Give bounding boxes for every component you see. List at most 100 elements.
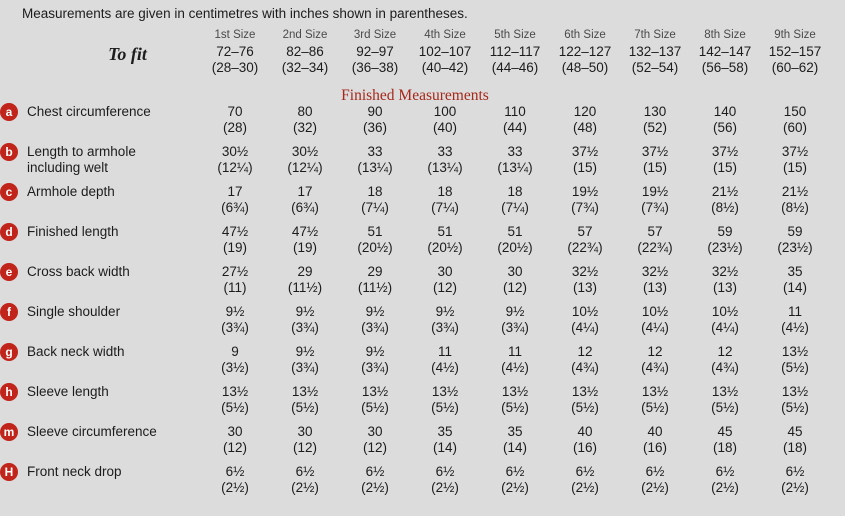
value-inches: (44–46) (491, 59, 539, 75)
value-inches: (52) (642, 119, 667, 135)
size-column-header: 2nd Size (282, 29, 328, 41)
value-inches: (2½) (291, 479, 319, 495)
measurement-value: 6½ (2½) (550, 464, 620, 504)
value-inches: (48–50) (561, 59, 609, 75)
value-cm: 33 (367, 144, 383, 159)
value-inches: (7¼) (431, 199, 459, 215)
measurement-label-cell: g Back neck width (0, 343, 200, 384)
measurement-value: 9½ (3¾) (270, 304, 340, 344)
measurement-label-wrap: e Cross back width (0, 263, 200, 281)
to-fit-value: 152–157 (60–62) (760, 44, 830, 88)
measurement-value: 37½ (15) (690, 144, 760, 184)
measurement-value: 6½ (2½) (340, 464, 410, 504)
measurement-value: 10½ (4¼) (620, 304, 690, 344)
value-inches: (8½) (711, 199, 739, 215)
finished-measurements-heading: Finished Measurements (341, 87, 489, 104)
value-cm: 18 (437, 184, 453, 199)
measurement-label-cell: e Cross back width (0, 263, 200, 304)
value-inches: (2½) (501, 479, 529, 495)
measurement-value: 70 (28) (200, 104, 270, 144)
value-inches: (3¾) (361, 319, 389, 335)
value-inches: (7¼) (361, 199, 389, 215)
value-cm: 6½ (505, 464, 525, 479)
value-inches: (28–30) (211, 59, 259, 75)
value-inches: (4½) (501, 359, 529, 375)
value-inches: (16) (642, 439, 667, 455)
value-inches: (14) (782, 279, 807, 295)
measurement-value: 40 (16) (550, 424, 620, 464)
measurement-value: 35 (14) (410, 424, 480, 464)
measurement-value: 6½ (2½) (760, 464, 830, 504)
value-inches: (12¼) (217, 159, 253, 175)
value-cm: 132–137 (628, 44, 682, 59)
value-cm: 9½ (295, 304, 315, 319)
value-cm: 27½ (221, 264, 249, 279)
value-inches: (5½) (571, 399, 599, 415)
value-cm: 13½ (641, 384, 669, 399)
value-cm: 120 (573, 104, 597, 119)
measurement-value: 13½ (5½) (760, 344, 830, 384)
to-fit-value: 102–107 (40–42) (410, 44, 480, 88)
measurement-row: f Single shoulder 9½ (3¾) 9½ (3¾) 9½ (3¾) 9½ (3¾)… (0, 303, 830, 344)
measurement-value: 18 (7¼) (340, 184, 410, 224)
value-inches: (36–38) (351, 59, 399, 75)
value-inches: (22¾) (637, 239, 673, 255)
value-cm: 32½ (711, 264, 739, 279)
measurement-value: 33 (13¼) (480, 144, 550, 184)
value-inches: (56–58) (701, 59, 749, 75)
value-inches: (12) (222, 439, 247, 455)
measurement-value: 13½ (5½) (340, 384, 410, 424)
measurement-value: 13½ (5½) (270, 384, 340, 424)
value-inches: (5½) (641, 399, 669, 415)
measurement-label: Chest circumference (27, 104, 151, 119)
measurement-label-wrap: d Finished length (0, 223, 200, 241)
value-inches: (44) (502, 119, 527, 135)
measurement-value: 150 (60) (760, 104, 830, 144)
value-cm: 13½ (711, 384, 739, 399)
value-cm: 35 (507, 424, 523, 439)
to-fit-value: 112–117 (44–46) (480, 44, 550, 88)
value-cm: 18 (507, 184, 523, 199)
value-cm: 51 (507, 224, 523, 239)
value-inches: (2½) (431, 479, 459, 495)
value-cm: 30½ (291, 144, 319, 159)
measurement-value: 51 (20½) (480, 224, 550, 264)
value-inches: (28) (222, 119, 247, 135)
measurement-label: Single shoulder (27, 304, 121, 319)
measurement-row: d Finished length 47½ (19) 47½ (19) 51 (20½) 51(… (0, 223, 830, 264)
value-cm: 40 (647, 424, 663, 439)
row-key-badge: H (0, 463, 18, 481)
measurement-value: 13½ (5½) (550, 384, 620, 424)
measurement-value: 9½ (3¾) (200, 304, 270, 344)
value-cm: 13½ (221, 384, 249, 399)
value-cm: 35 (787, 264, 803, 279)
measurement-row: a Chest circumference 70 (28) 80 (32) 90 (36) 10… (0, 103, 830, 144)
measurement-value: 18 (7¼) (410, 184, 480, 224)
measurement-value: 33 (13¼) (410, 144, 480, 184)
value-inches: (56) (712, 119, 737, 135)
value-cm: 6½ (225, 464, 245, 479)
value-inches: (13) (642, 279, 667, 295)
value-cm: 72–76 (216, 44, 254, 59)
value-cm: 17 (227, 184, 243, 199)
value-cm: 10½ (711, 304, 739, 319)
value-cm: 9 (231, 344, 239, 359)
measurement-value: 9 (3½) (200, 344, 270, 384)
value-inches: (20½) (357, 239, 393, 255)
row-key-badge: h (0, 383, 18, 401)
row-key-badge: a (0, 103, 18, 121)
value-inches: (19) (222, 239, 247, 255)
measurement-value: 19½ (7¾) (550, 184, 620, 224)
value-inches: (36) (362, 119, 387, 135)
value-inches: (22¾) (567, 239, 603, 255)
value-cm: 19½ (641, 184, 669, 199)
value-inches: (4¾) (641, 359, 669, 375)
value-cm: 152–157 (768, 44, 822, 59)
value-cm: 51 (437, 224, 453, 239)
measurement-label-wrap: f Single shoulder (0, 303, 200, 321)
value-cm: 30 (507, 264, 523, 279)
value-cm: 37½ (571, 144, 599, 159)
measurement-value: 13½ (5½) (620, 384, 690, 424)
to-fit-value: 132–137 (52–54) (620, 44, 690, 88)
measurement-value: 13½ (5½) (410, 384, 480, 424)
